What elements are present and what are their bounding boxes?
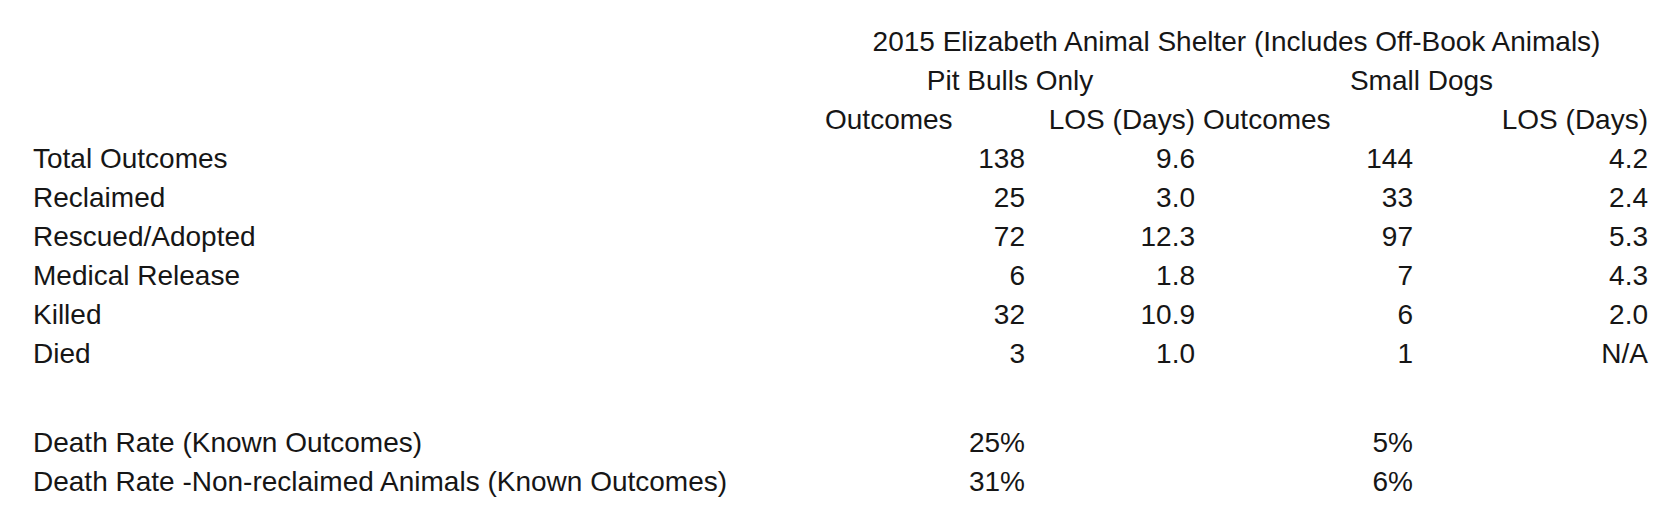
table-row-total-outcomes: Total Outcomes 138 9.6 144 4.2: [33, 139, 1680, 178]
table-row-reclaimed: Reclaimed 25 3.0 33 2.4: [33, 178, 1680, 217]
cell-small-outcomes: 97: [1195, 217, 1413, 256]
cell-small-outcomes: 33: [1195, 178, 1413, 217]
cell-pit-los: 12.3: [1025, 217, 1195, 256]
title-row: 2015 Elizabeth Animal Shelter (Includes …: [33, 22, 1680, 61]
cell-small-los: 4.3: [1413, 256, 1648, 295]
cell-pit-outcomes: 25: [825, 178, 1025, 217]
group-header-pit-bulls: Pit Bulls Only: [825, 61, 1195, 100]
group-header-row: Pit Bulls Only Small Dogs: [33, 61, 1680, 100]
table-row-rescued-adopted: Rescued/Adopted 72 12.3 97 5.3: [33, 217, 1680, 256]
row-label: Total Outcomes: [33, 139, 825, 178]
cell-small-outcomes: 7: [1195, 256, 1413, 295]
table-row-death-rate-known: Death Rate (Known Outcomes) 25% 5%: [33, 423, 1680, 462]
cell-pit-outcomes: 6: [825, 256, 1025, 295]
row-label: Killed: [33, 295, 825, 334]
table-row-death-rate-nonreclaimed: Death Rate -Non-reclaimed Animals (Known…: [33, 462, 1680, 501]
cell-pit-los: 1.8: [1025, 256, 1195, 295]
cell-small-death-rate: 6%: [1195, 462, 1413, 501]
cell-small-outcomes: 1: [1195, 334, 1413, 373]
cell-pit-death-rate: 31%: [825, 462, 1025, 501]
cell-pit-los: 9.6: [1025, 139, 1195, 178]
cell-pit-outcomes: 72: [825, 217, 1025, 256]
row-label: Death Rate -Non-reclaimed Animals (Known…: [33, 462, 825, 501]
table-row-killed: Killed 32 10.9 6 2.0: [33, 295, 1680, 334]
cell-pit-los: 3.0: [1025, 178, 1195, 217]
column-header-row: Outcomes LOS (Days) Outcomes LOS (Days): [33, 100, 1680, 139]
shelter-outcomes-table: 2015 Elizabeth Animal Shelter (Includes …: [0, 0, 1680, 514]
column-header-pit-outcomes: Outcomes: [825, 100, 1025, 139]
cell-pit-death-rate: 25%: [825, 423, 1025, 462]
cell-pit-outcomes: 3: [825, 334, 1025, 373]
row-label: Medical Release: [33, 256, 825, 295]
table-row-died: Died 3 1.0 1 N/A: [33, 334, 1680, 373]
cell-pit-los: 10.9: [1025, 295, 1195, 334]
column-header-pit-los: LOS (Days): [1025, 100, 1195, 139]
row-label: Reclaimed: [33, 178, 825, 217]
column-header-small-outcomes: Outcomes: [1195, 100, 1413, 139]
cell-small-outcomes: 6: [1195, 295, 1413, 334]
cell-small-outcomes: 144: [1195, 139, 1413, 178]
cell-small-death-rate: 5%: [1195, 423, 1413, 462]
cell-small-los: 2.4: [1413, 178, 1648, 217]
cell-small-los: 2.0: [1413, 295, 1648, 334]
column-header-small-los: LOS (Days): [1413, 100, 1648, 139]
row-label: Death Rate (Known Outcomes): [33, 423, 825, 462]
cell-pit-outcomes: 138: [825, 139, 1025, 178]
group-header-small-dogs: Small Dogs: [1195, 61, 1648, 100]
table-title: 2015 Elizabeth Animal Shelter (Includes …: [825, 22, 1648, 61]
row-label: Rescued/Adopted: [33, 217, 825, 256]
row-label: Died: [33, 334, 825, 373]
spacer-row: [33, 373, 1680, 423]
cell-small-los: 5.3: [1413, 217, 1648, 256]
cell-pit-outcomes: 32: [825, 295, 1025, 334]
cell-pit-los: 1.0: [1025, 334, 1195, 373]
cell-small-los: 4.2: [1413, 139, 1648, 178]
table-row-medical-release: Medical Release 6 1.8 7 4.3: [33, 256, 1680, 295]
cell-small-los: N/A: [1413, 334, 1648, 373]
